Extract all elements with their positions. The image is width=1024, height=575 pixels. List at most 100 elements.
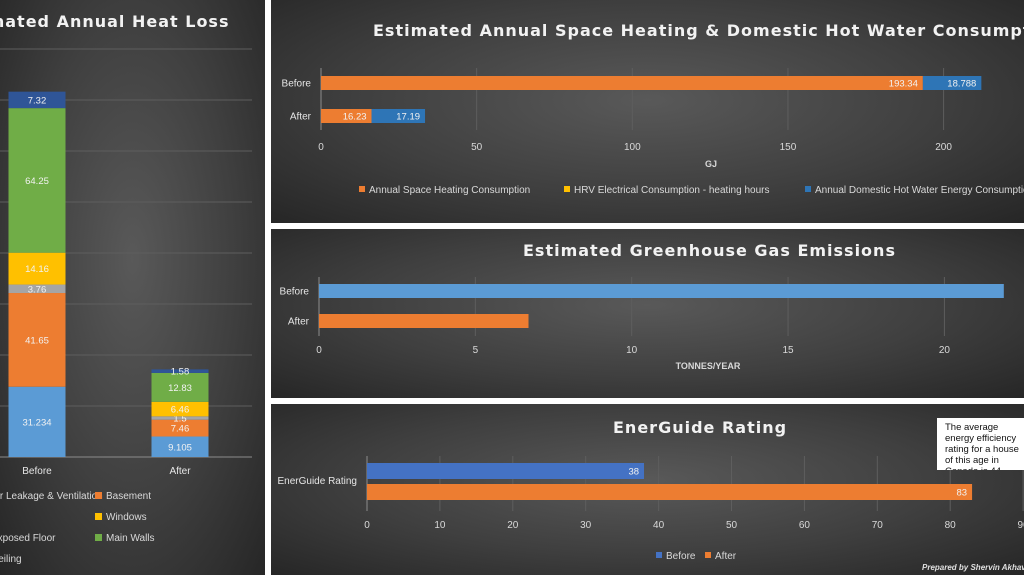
energuide-panel: EnerGuide Rating 0 10 20 30 40 50 60 70 80 90 EnerG… xyxy=(271,404,1024,575)
data-label: 7.46 xyxy=(171,424,190,435)
category-label: EnerGuide Rating xyxy=(278,476,358,487)
emissions-chart: Estimated Greenhouse Gas Emissions 0 5 10 15… xyxy=(280,241,1004,371)
legend-label: Main Walls xyxy=(106,533,155,544)
data-label: 1.58 xyxy=(171,367,190,378)
data-label: 12.83 xyxy=(168,383,192,394)
bar-segment xyxy=(371,109,426,123)
tick-label: 20 xyxy=(507,520,519,531)
consumption-chart: Estimated Annual Space Heating & Domesti… xyxy=(282,21,1024,196)
heat-loss-chart: Estimated Annual Heat Loss 31.234 41.65 3.7… xyxy=(0,12,252,565)
tick-label: 15 xyxy=(782,345,794,356)
bar-segment xyxy=(321,109,372,123)
chart-title: Estimated Annual Space Heating & Domesti… xyxy=(373,21,1024,40)
legend-label: Annual Domestic Hot Water Energy Consump… xyxy=(815,185,1024,196)
bar-segment xyxy=(151,416,209,420)
tick-label: 100 xyxy=(624,142,641,153)
bar-segment xyxy=(8,293,66,387)
data-label: 1.5 xyxy=(173,414,186,425)
legend-swatch xyxy=(95,513,102,520)
legend-swatch xyxy=(564,186,570,192)
bar xyxy=(319,314,529,328)
x-axis-title: TONNES/YEAR xyxy=(676,361,741,371)
category-label: Before xyxy=(282,79,312,90)
data-label: 7.32 xyxy=(28,95,47,106)
tick-label: 5 xyxy=(473,345,479,356)
legend-swatch xyxy=(705,552,711,558)
tick-label: 10 xyxy=(434,520,446,531)
legend-swatch xyxy=(95,534,102,541)
tick-label: 0 xyxy=(318,142,324,153)
legend-label: Exposed Floor xyxy=(0,533,56,544)
data-label: 3.76 xyxy=(28,284,47,295)
tick-label: 60 xyxy=(799,520,811,531)
bar-segment xyxy=(321,76,923,90)
data-label: 9.105 xyxy=(168,442,192,453)
data-label: 31.234 xyxy=(22,417,51,428)
legend-label: Basement xyxy=(106,491,151,502)
bar-segment xyxy=(8,91,66,109)
energuide-chart: EnerGuide Rating 0 10 20 30 40 50 60 70 80 90 EnerG… xyxy=(278,418,1024,562)
legend-label: Air Leakage & Ventilation xyxy=(0,491,103,502)
bar-segment xyxy=(151,369,209,373)
tick-label: 0 xyxy=(316,345,322,356)
bar xyxy=(367,463,645,479)
data-label: 17.19 xyxy=(396,112,420,123)
data-label: 18.788 xyxy=(947,79,976,90)
tick-label: 50 xyxy=(726,520,738,531)
tick-label: 150 xyxy=(780,142,797,153)
data-label: 41.65 xyxy=(25,335,49,346)
bar xyxy=(319,284,1004,298)
consumption-panel: Estimated Annual Space Heating & Domesti… xyxy=(271,0,1024,223)
data-label: 193.34 xyxy=(889,79,918,90)
tick-label: 30 xyxy=(580,520,592,531)
tick-label: 70 xyxy=(872,520,884,531)
emissions-panel: Estimated Greenhouse Gas Emissions 0 5 10 15… xyxy=(271,229,1024,398)
data-label: 38 xyxy=(628,467,639,478)
bar-segment xyxy=(8,386,66,457)
tick-label: 40 xyxy=(653,520,665,531)
bar-segment xyxy=(8,252,66,285)
legend-label: Windows xyxy=(106,512,147,523)
chart-title: EnerGuide Rating xyxy=(613,418,787,437)
tick-label: 80 xyxy=(945,520,957,531)
legend-label: HRV Electrical Consumption - heating hou… xyxy=(574,185,769,196)
legend-swatch xyxy=(359,186,365,192)
bar-segment xyxy=(8,108,66,253)
category-label: After xyxy=(288,317,310,328)
legend-swatch xyxy=(805,186,811,192)
tick-label: 10 xyxy=(626,345,638,356)
bar-segment xyxy=(151,372,209,402)
heat-loss-panel: Estimated Annual Heat Loss 31.234 41.65 3.7… xyxy=(0,0,265,575)
chart-title: Estimated Greenhouse Gas Emissions xyxy=(523,241,896,260)
tick-label: 90 xyxy=(1018,520,1024,531)
bar xyxy=(367,484,973,500)
data-label: 6.46 xyxy=(171,405,190,416)
data-label: 83 xyxy=(956,488,967,499)
x-axis-title: GJ xyxy=(705,159,717,169)
bar-segment xyxy=(151,436,209,457)
legend-label: Annual Space Heating Consumption xyxy=(369,185,530,196)
category-label: Before xyxy=(22,466,52,477)
tick-label: 20 xyxy=(939,345,951,356)
data-label: 64.25 xyxy=(25,176,49,187)
bar-segment xyxy=(151,401,209,417)
legend-swatch xyxy=(656,552,662,558)
category-label: Before xyxy=(280,287,310,298)
data-label: 16.23 xyxy=(343,112,367,123)
bar-segment xyxy=(922,76,982,90)
average-rating-note: The average energy efficiency rating for… xyxy=(937,418,1024,470)
data-label: 14.16 xyxy=(25,264,49,275)
category-label: After xyxy=(290,112,312,123)
legend-label: After xyxy=(715,551,737,562)
bar-segment xyxy=(8,284,66,294)
category-label: After xyxy=(169,466,191,477)
tick-label: 50 xyxy=(471,142,483,153)
tick-label: 0 xyxy=(364,520,370,531)
legend-swatch xyxy=(95,492,102,499)
legend-label: Ceiling xyxy=(0,554,22,565)
chart-title: Estimated Annual Heat Loss xyxy=(0,12,229,31)
bar-segment xyxy=(151,419,209,437)
tick-label: 200 xyxy=(935,142,952,153)
legend-label: Before xyxy=(666,551,696,562)
credit-text: Prepared by Shervin Akhavan xyxy=(922,563,1024,572)
